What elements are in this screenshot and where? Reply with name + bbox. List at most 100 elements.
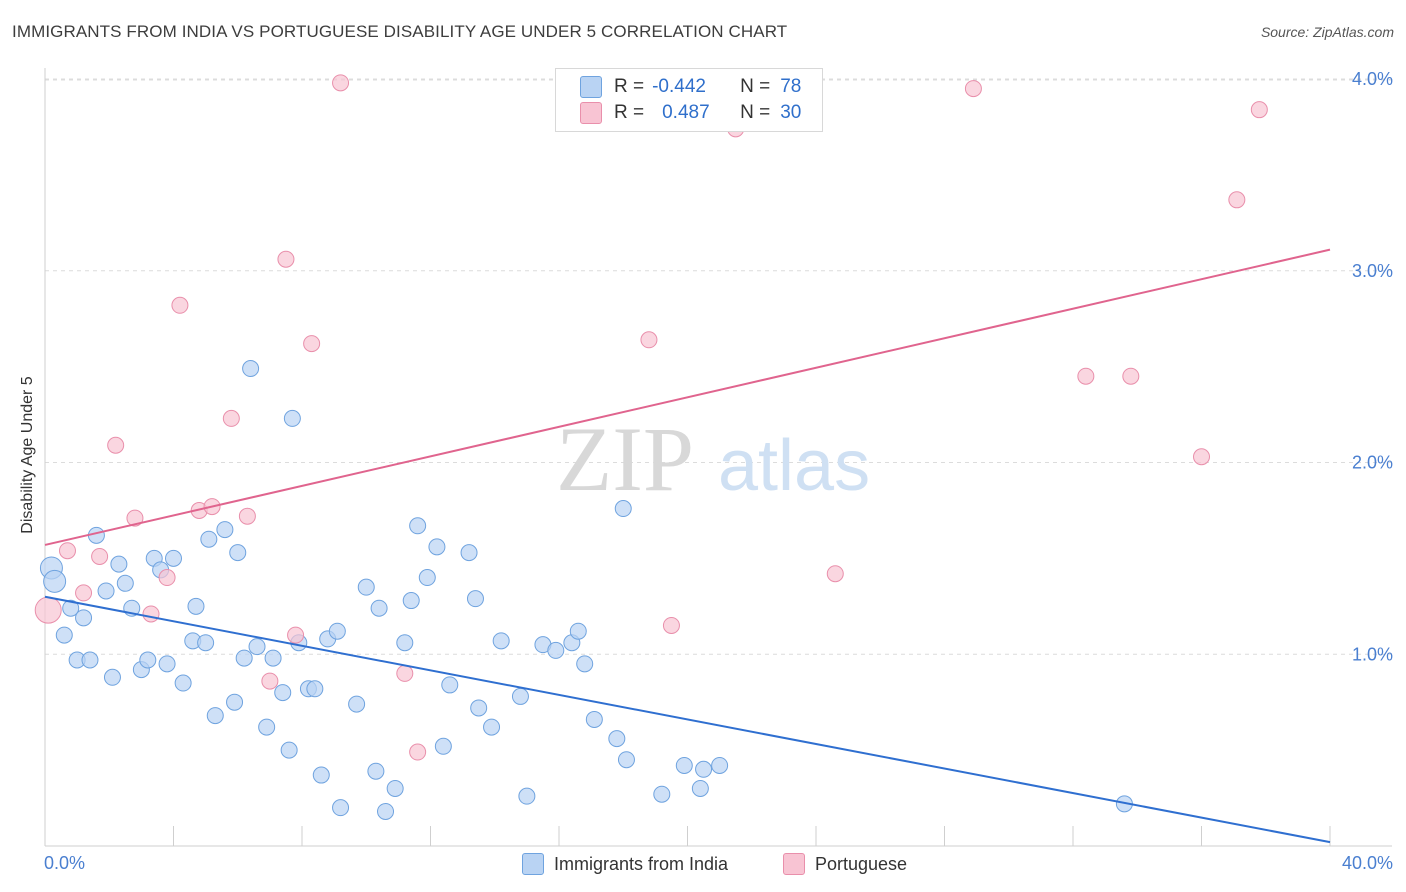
- india-point: [103, 668, 121, 686]
- india-point: [357, 578, 375, 596]
- india-point: [441, 676, 459, 694]
- india-r-value: -0.442: [652, 76, 706, 97]
- portuguese-trend-line: [44, 248, 1331, 546]
- portuguese-swatch: [580, 102, 602, 124]
- india-point: [332, 799, 350, 817]
- portuguese-point: [1250, 101, 1268, 119]
- data-points: [34, 74, 1268, 820]
- india-point: [396, 634, 414, 652]
- india-n-value: 78: [780, 76, 802, 97]
- india-point: [242, 360, 260, 378]
- india-point: [711, 756, 729, 774]
- portuguese-point: [640, 331, 658, 349]
- portuguese-point: [964, 80, 982, 98]
- india-point: [200, 530, 218, 548]
- india-point: [264, 649, 282, 667]
- bottom-legend-portuguese: Portuguese: [783, 852, 907, 876]
- india-point: [370, 599, 388, 617]
- source-label: Source: ZipAtlas.com: [1260, 24, 1394, 40]
- india-point: [569, 622, 587, 640]
- y-tick-label: 3.0%: [1352, 261, 1393, 281]
- bottom-portuguese-swatch: [783, 853, 805, 875]
- india-point: [367, 762, 385, 780]
- portuguese-point: [1193, 448, 1210, 466]
- portuguese-point: [303, 335, 321, 353]
- y-tick-label: 4.0%: [1352, 69, 1393, 89]
- bottom-india-swatch: [522, 853, 544, 875]
- x-tick-label-min: 0.0%: [44, 853, 85, 873]
- india-point: [110, 555, 128, 573]
- india-point: [695, 760, 713, 778]
- india-trend-line: [44, 595, 1331, 844]
- india-point: [466, 590, 484, 608]
- india-point: [348, 695, 366, 713]
- portuguese-r-value: 0.487: [662, 102, 710, 123]
- india-point: [75, 609, 93, 627]
- portuguese-point: [1122, 367, 1140, 385]
- india-point: [614, 500, 632, 518]
- india-point: [187, 597, 205, 615]
- portuguese-n-value: 30: [780, 102, 802, 123]
- portuguese-point: [277, 250, 295, 268]
- axes: [44, 68, 1392, 847]
- portuguese-point: [171, 296, 189, 314]
- trend-lines: [44, 248, 1331, 844]
- india-point: [81, 651, 99, 669]
- portuguese-point: [287, 626, 305, 644]
- portuguese-point: [332, 74, 350, 92]
- x-tick-label-max: 40.0%: [1342, 853, 1393, 873]
- portuguese-r-label: R =: [614, 102, 645, 123]
- portuguese-point: [396, 664, 414, 682]
- india-point: [235, 649, 253, 667]
- india-point: [97, 582, 115, 600]
- portuguese-point: [222, 409, 240, 427]
- india-point: [158, 655, 176, 673]
- portuguese-point: [826, 565, 844, 583]
- india-point: [428, 538, 446, 556]
- portuguese-point: [58, 542, 76, 560]
- india-point: [258, 718, 276, 736]
- y-tick-label: 1.0%: [1352, 644, 1393, 664]
- india-point: [226, 693, 244, 711]
- india-swatch: [580, 76, 602, 98]
- portuguese-point: [142, 605, 160, 623]
- india-point: [197, 634, 215, 652]
- watermark: ZIP atlas: [556, 408, 870, 510]
- india-point: [165, 549, 182, 567]
- portuguese-point: [1228, 191, 1246, 209]
- india-point: [280, 741, 298, 759]
- bottom-india-label: Immigrants from India: [554, 853, 729, 874]
- india-point: [206, 707, 224, 725]
- india-point: [274, 684, 292, 702]
- india-point: [434, 737, 452, 755]
- portuguese-point: [34, 596, 62, 624]
- india-point: [511, 687, 529, 705]
- india-point: [328, 622, 346, 640]
- india-point: [617, 751, 635, 769]
- portuguese-point: [662, 616, 680, 634]
- india-point: [55, 626, 73, 644]
- india-point: [229, 544, 247, 562]
- india-point: [174, 674, 192, 692]
- india-point: [418, 569, 436, 587]
- portuguese-point: [409, 743, 427, 761]
- india-point: [386, 779, 404, 797]
- portuguese-n-label: N =: [740, 102, 771, 123]
- india-point: [691, 779, 709, 797]
- india-point: [483, 718, 501, 736]
- legend-row-india: R = -0.442 N = 78: [556, 74, 801, 100]
- india-point: [518, 787, 536, 805]
- stats-legend: R = -0.442 N = 78 R = 0.487 N = 30: [555, 68, 823, 132]
- india-point: [675, 756, 693, 774]
- y-tick-label: 2.0%: [1352, 453, 1393, 473]
- india-r-label: R =: [614, 76, 645, 97]
- bottom-legend-india: Immigrants from India: [522, 852, 728, 876]
- india-point: [470, 699, 488, 717]
- watermark-zip: ZIP: [556, 408, 694, 510]
- portuguese-point: [126, 509, 144, 527]
- bottom-portuguese-label: Portuguese: [815, 853, 908, 874]
- watermark-atlas: atlas: [718, 426, 870, 506]
- india-point: [585, 710, 603, 728]
- india-point: [116, 574, 134, 592]
